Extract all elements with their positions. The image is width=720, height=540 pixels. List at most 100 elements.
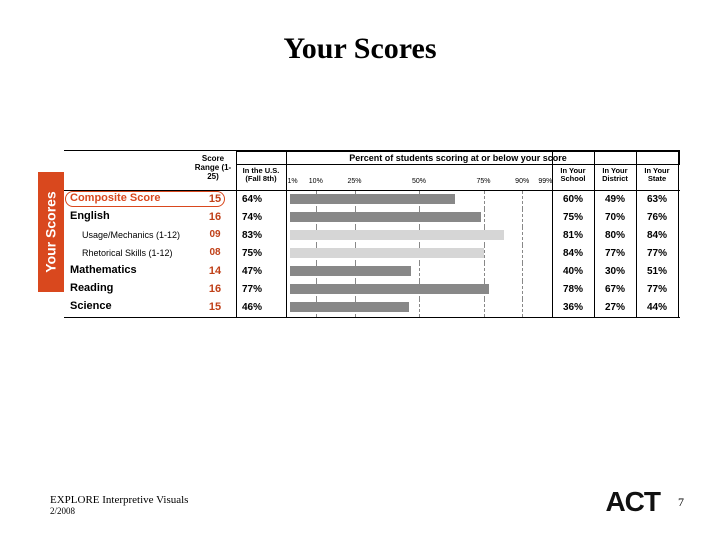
row-us-percent: 47%	[242, 266, 282, 277]
page-number: 7	[678, 495, 684, 510]
side-tab-label: Your Scores	[43, 191, 59, 272]
row-extra-percent: 30%	[597, 266, 633, 277]
row-extra-percent: 51%	[639, 266, 675, 277]
gridline	[419, 263, 420, 281]
score-row: Composite Score 15 64% 60% 49% 63%	[64, 191, 680, 209]
gridline	[522, 299, 523, 317]
axis-tick: 99%	[538, 178, 552, 185]
row-extra-percent: 77%	[639, 284, 675, 295]
row-label: Mathematics	[70, 264, 137, 276]
gridline	[522, 227, 523, 245]
row-extra-percent: 77%	[597, 248, 633, 259]
row-score: 15	[204, 301, 226, 313]
column-separator	[594, 151, 595, 317]
row-extra-percent: 84%	[555, 248, 591, 259]
gridline	[484, 191, 485, 209]
side-tab: Your Scores	[38, 172, 64, 292]
row-us-percent: 46%	[242, 302, 282, 313]
row-extra-percent: 60%	[555, 194, 591, 205]
row-us-percent: 83%	[242, 230, 282, 241]
column-separator	[236, 151, 237, 317]
column-separator	[552, 151, 553, 317]
row-extra-percent: 77%	[639, 248, 675, 259]
gridline	[484, 209, 485, 227]
row-extra-percent: 76%	[639, 212, 675, 223]
row-score: 14	[204, 265, 226, 277]
axis-tick: 90%	[515, 178, 529, 185]
extra-column-header: In Your State	[638, 167, 676, 183]
act-logo: ACT	[605, 486, 660, 518]
gridline	[484, 245, 485, 263]
row-extra-percent: 27%	[597, 302, 633, 313]
row-label: Usage/Mechanics (1-12)	[82, 230, 180, 240]
report-content: Score Range (1-25) Percent of students sc…	[64, 150, 680, 318]
percentile-bar	[290, 266, 411, 276]
row-extra-percent: 49%	[597, 194, 633, 205]
gridline	[522, 191, 523, 209]
bar-axis: 1%10%25%50%75%90%99%	[290, 166, 548, 191]
axis-tick: 1%	[288, 178, 298, 185]
percent-title: Percent of students scoring at or below …	[236, 151, 680, 165]
score-row: Reading 16 77% 78% 67% 77%	[64, 281, 680, 299]
footer-date: 2/2008	[50, 506, 188, 516]
score-row: English 16 74% 75% 70% 76%	[64, 209, 680, 227]
row-extra-percent: 67%	[597, 284, 633, 295]
row-label: Rhetorical Skills (1-12)	[82, 248, 173, 258]
row-extra-percent: 75%	[555, 212, 591, 223]
row-label: English	[70, 210, 110, 222]
row-score: 09	[204, 229, 226, 240]
score-row: Mathematics 14 47% 40% 30% 51%	[64, 263, 680, 281]
gridline	[522, 263, 523, 281]
gridline	[484, 299, 485, 317]
gridline	[419, 299, 420, 317]
row-score: 08	[204, 247, 226, 258]
bar-area	[290, 301, 548, 315]
extra-column-header: In Your District	[596, 167, 634, 183]
page-title: Your Scores	[0, 0, 720, 84]
percentile-bar	[290, 194, 455, 204]
row-extra-percent: 78%	[555, 284, 591, 295]
column-separator	[636, 151, 637, 317]
percentile-bar	[290, 212, 481, 222]
row-score: 16	[204, 283, 226, 295]
axis-tick: 25%	[347, 178, 361, 185]
score-range-header: Score Range (1-25)	[194, 155, 232, 181]
header-row: Score Range (1-25) Percent of students sc…	[64, 151, 680, 191]
bar-area	[290, 193, 548, 207]
row-score: 16	[204, 211, 226, 223]
score-row: Usage/Mechanics (1-12)0983%81%80%84%	[64, 227, 680, 245]
footer: EXPLORE Interpretive Visuals 2/2008	[50, 494, 188, 516]
column-separator	[286, 151, 287, 317]
row-extra-percent: 80%	[597, 230, 633, 241]
row-score: 15	[204, 193, 226, 205]
score-row: Science 15 46% 36% 27% 44%	[64, 299, 680, 317]
percentile-bar	[290, 248, 484, 258]
axis-tick: 75%	[476, 178, 490, 185]
row-extra-percent: 81%	[555, 230, 591, 241]
row-us-percent: 74%	[242, 212, 282, 223]
bar-area	[290, 211, 548, 225]
row-label: Reading	[70, 282, 113, 294]
row-label: Composite Score	[70, 192, 160, 204]
percentile-bar	[290, 284, 489, 294]
row-label: Science	[70, 300, 112, 312]
column-separator	[678, 151, 679, 317]
bar-area	[290, 229, 548, 243]
row-extra-percent: 63%	[639, 194, 675, 205]
footer-title: EXPLORE Interpretive Visuals	[50, 494, 188, 506]
axis-tick: 50%	[412, 178, 426, 185]
row-extra-percent: 40%	[555, 266, 591, 277]
us-column-header: In the U.S. (Fall 8th)	[238, 167, 284, 183]
gridline	[484, 263, 485, 281]
row-extra-percent: 36%	[555, 302, 591, 313]
axis-tick: 10%	[309, 178, 323, 185]
bar-area	[290, 283, 548, 297]
row-extra-percent: 70%	[597, 212, 633, 223]
bar-area	[290, 247, 548, 261]
extra-column-header: In Your School	[554, 167, 592, 183]
percentile-bar	[290, 230, 504, 240]
row-us-percent: 64%	[242, 194, 282, 205]
row-extra-percent: 44%	[639, 302, 675, 313]
row-us-percent: 77%	[242, 284, 282, 295]
percentile-bar	[290, 302, 409, 312]
